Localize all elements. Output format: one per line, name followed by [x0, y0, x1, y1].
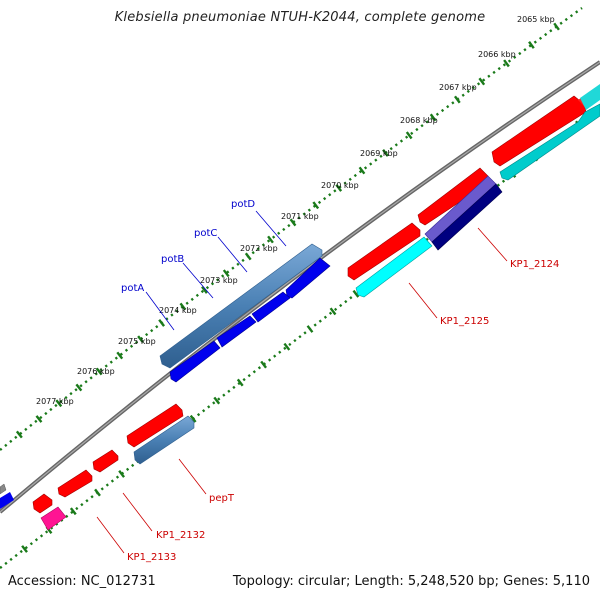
ruler-tick — [244, 252, 252, 261]
genome-backbone-highlight — [0, 61, 600, 513]
ruler-labels: 2065 kbp 2066 kbp 2067 kbp 2068 kbp 2069… — [36, 15, 555, 406]
ruler-label-2065: 2065 kbp — [517, 15, 555, 24]
genome-stats-text: Topology: circular; Length: 5,248,520 bp… — [232, 574, 590, 589]
leader-potC — [217, 236, 248, 273]
leader-potD — [255, 210, 287, 247]
gene-arrow-blue[interactable] — [216, 315, 257, 348]
gene-arrow-red[interactable] — [126, 403, 184, 448]
ruler-label-2068: 2068 kbp — [400, 116, 438, 125]
ruler-label-2069: 2069 kbp — [360, 149, 398, 158]
ruler-tick — [69, 507, 77, 516]
ruler-tick — [201, 286, 208, 294]
ruler-tick — [453, 95, 461, 104]
ruler-tick — [352, 289, 360, 298]
ruler-tick — [553, 22, 560, 31]
label-KP1_2124[interactable]: KP1_2124 — [510, 259, 559, 270]
label-potA[interactable]: potA — [121, 283, 144, 294]
ruler-tick — [335, 184, 343, 192]
ruler-tick — [94, 488, 101, 497]
ruler-tick — [528, 41, 535, 49]
leader-KP1_2132 — [122, 492, 153, 532]
label-leaders-red — [96, 227, 508, 554]
genome-title: Klebsiella pneumoniae NTUH-K2044, comple… — [114, 10, 486, 25]
gene-arrow-cyan[interactable] — [355, 236, 433, 298]
ruler-label-2073: 2073 kbp — [200, 276, 238, 285]
ruler-label-2071: 2071 kbp — [281, 212, 319, 221]
leader-potA — [145, 291, 175, 331]
gene-arrow-pink[interactable] — [40, 506, 67, 531]
ruler-tick — [222, 269, 230, 278]
label-leaders-blue — [145, 210, 287, 331]
ruler-tick — [236, 378, 244, 387]
gene-arrow-red[interactable] — [347, 222, 421, 281]
ruler-tick — [382, 149, 389, 157]
ruler-tick — [358, 166, 366, 175]
ruler-tick — [55, 399, 63, 408]
ruler-tick — [283, 342, 291, 351]
ruler-tick — [15, 430, 23, 439]
gene-arrow-potD-potA[interactable] — [159, 243, 323, 369]
ruler-label-2067: 2067 kbp — [439, 83, 477, 92]
ruler-tick — [158, 319, 166, 327]
leader-KP1_2125 — [408, 282, 438, 319]
gene-arrow-pepT[interactable] — [133, 415, 195, 465]
ruler-label-2074: 2074 kbp — [159, 306, 197, 315]
ruler-tick — [116, 351, 124, 360]
label-potB[interactable]: potB — [161, 254, 184, 265]
leader-pepT — [178, 458, 207, 495]
ruler-tick — [21, 545, 28, 553]
label-potD[interactable]: potD — [231, 199, 255, 210]
ruler-tick — [405, 131, 413, 140]
gene-labels-blue: potD potC potB potA — [121, 199, 255, 294]
ruler-tick — [213, 396, 221, 405]
ruler-tick — [189, 414, 197, 423]
ruler-tick — [429, 113, 437, 122]
ruler-label-2075: 2075 kbp — [118, 337, 156, 346]
gene-arrow-red[interactable] — [57, 469, 93, 498]
ruler-tick — [75, 383, 83, 392]
ruler-tick — [329, 307, 337, 316]
ruler-tick — [478, 77, 486, 86]
ruler-label-2072: 2072 kbp — [240, 244, 278, 253]
ruler-label-2070: 2070 kbp — [321, 181, 359, 190]
gene-arrow-cyan[interactable] — [499, 103, 600, 181]
ruler-tick — [179, 302, 187, 311]
ruler-tick — [289, 218, 297, 227]
ruler-tick — [137, 335, 144, 344]
ruler-tick — [260, 360, 267, 369]
ruler-tick — [267, 235, 274, 244]
gene-arrow-navy[interactable] — [431, 183, 503, 251]
ruler-tick — [95, 367, 103, 376]
inner-feature-track — [0, 84, 600, 531]
gene-arrow-red[interactable] — [92, 449, 119, 473]
ruler-tick — [306, 325, 314, 333]
ruler-tick — [503, 59, 510, 68]
label-potC[interactable]: potC — [194, 228, 217, 239]
ruler-tick — [118, 470, 125, 478]
label-KP1_2125[interactable]: KP1_2125 — [440, 316, 489, 327]
gene-arrow-red[interactable] — [32, 493, 53, 514]
gene-arrow-blue[interactable] — [169, 340, 221, 383]
leader-KP1_2133 — [96, 516, 125, 554]
outer-ruler-line — [0, 7, 583, 451]
ruler-label-2076: 2076 kbp — [77, 367, 115, 376]
ruler-label-2066: 2066 kbp — [478, 50, 516, 59]
gene-labels-red: KP1_2124 KP1_2125 pepT KP1_2132 KP1_2133 — [127, 259, 559, 563]
gene-arrow-cyan-edge — [580, 84, 600, 110]
label-KP1_2132[interactable]: KP1_2132 — [156, 530, 205, 541]
ruler-tick — [35, 415, 43, 423]
outer-ruler-major-ticks — [15, 22, 560, 439]
ruler-tick — [312, 201, 320, 210]
ruler-label-2077: 2077 kbp — [36, 397, 74, 406]
accession-text: Accession: NC_012731 — [8, 574, 156, 589]
label-pepT[interactable]: pepT — [209, 493, 235, 504]
leader-KP1_2124 — [477, 227, 508, 262]
label-KP1_2133[interactable]: KP1_2133 — [127, 552, 176, 563]
gene-arrow-blue[interactable] — [251, 291, 291, 323]
gene-arrow-grey[interactable] — [0, 483, 7, 495]
leader-potB — [182, 262, 214, 299]
gene-arrow-blue[interactable] — [0, 492, 14, 509]
